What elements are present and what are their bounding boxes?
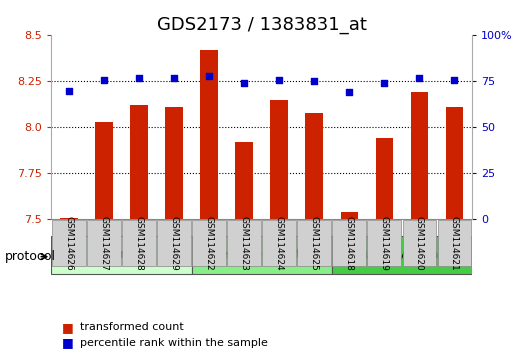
Point [380, 80, 388, 86]
Text: sedentary: sedentary [90, 249, 153, 261]
Point [345, 90, 353, 95]
Bar [332, 221, 366, 266]
Bar [60, 218, 77, 219]
Text: ■: ■ [62, 336, 73, 349]
Bar [95, 122, 113, 219]
Bar [298, 221, 331, 266]
Bar [165, 107, 183, 219]
Bar [192, 221, 226, 266]
Text: GSM114621: GSM114621 [450, 216, 459, 271]
Point [415, 75, 423, 81]
Point [240, 80, 248, 86]
Text: GSM114628: GSM114628 [134, 216, 144, 271]
Bar [305, 113, 323, 219]
Text: GSM114622: GSM114622 [205, 216, 213, 271]
Bar [122, 221, 156, 266]
Text: twice a week activity: twice a week activity [195, 249, 328, 261]
Text: GSM114618: GSM114618 [345, 216, 354, 271]
Text: GSM114627: GSM114627 [100, 216, 108, 271]
Text: GSM114620: GSM114620 [415, 216, 424, 271]
Text: percentile rank within the sample: percentile rank within the sample [80, 338, 267, 348]
Bar [446, 107, 463, 219]
Point [170, 75, 178, 81]
Text: GSM114625: GSM114625 [310, 216, 319, 271]
Text: GSM114619: GSM114619 [380, 216, 389, 271]
Text: ■: ■ [62, 321, 73, 334]
Bar [51, 236, 191, 274]
Bar [52, 221, 86, 266]
Bar [410, 92, 428, 219]
Bar [438, 221, 471, 266]
Bar [130, 105, 148, 219]
Bar [157, 221, 191, 266]
Text: GSM114629: GSM114629 [169, 216, 179, 271]
Bar [403, 221, 436, 266]
Point [450, 77, 459, 82]
Bar [367, 221, 401, 266]
Point [135, 75, 143, 81]
Bar [332, 236, 472, 274]
Bar [262, 221, 296, 266]
Title: GDS2173 / 1383831_at: GDS2173 / 1383831_at [156, 16, 367, 34]
Point [275, 77, 283, 82]
Text: protocol: protocol [5, 250, 56, 263]
Text: GSM114624: GSM114624 [274, 216, 284, 271]
Point [310, 79, 318, 84]
Bar [87, 221, 121, 266]
Text: GSM114623: GSM114623 [240, 216, 249, 271]
Point [100, 77, 108, 82]
Bar [341, 212, 358, 219]
Bar [227, 221, 261, 266]
Bar [235, 142, 253, 219]
Bar [270, 100, 288, 219]
Point [205, 73, 213, 79]
Point [65, 88, 73, 93]
Text: transformed count: transformed count [80, 322, 183, 332]
Text: voluntary running: voluntary running [346, 249, 458, 261]
Bar [376, 138, 393, 219]
Bar [200, 50, 218, 219]
Text: GSM114626: GSM114626 [64, 216, 73, 271]
Bar [191, 236, 332, 274]
